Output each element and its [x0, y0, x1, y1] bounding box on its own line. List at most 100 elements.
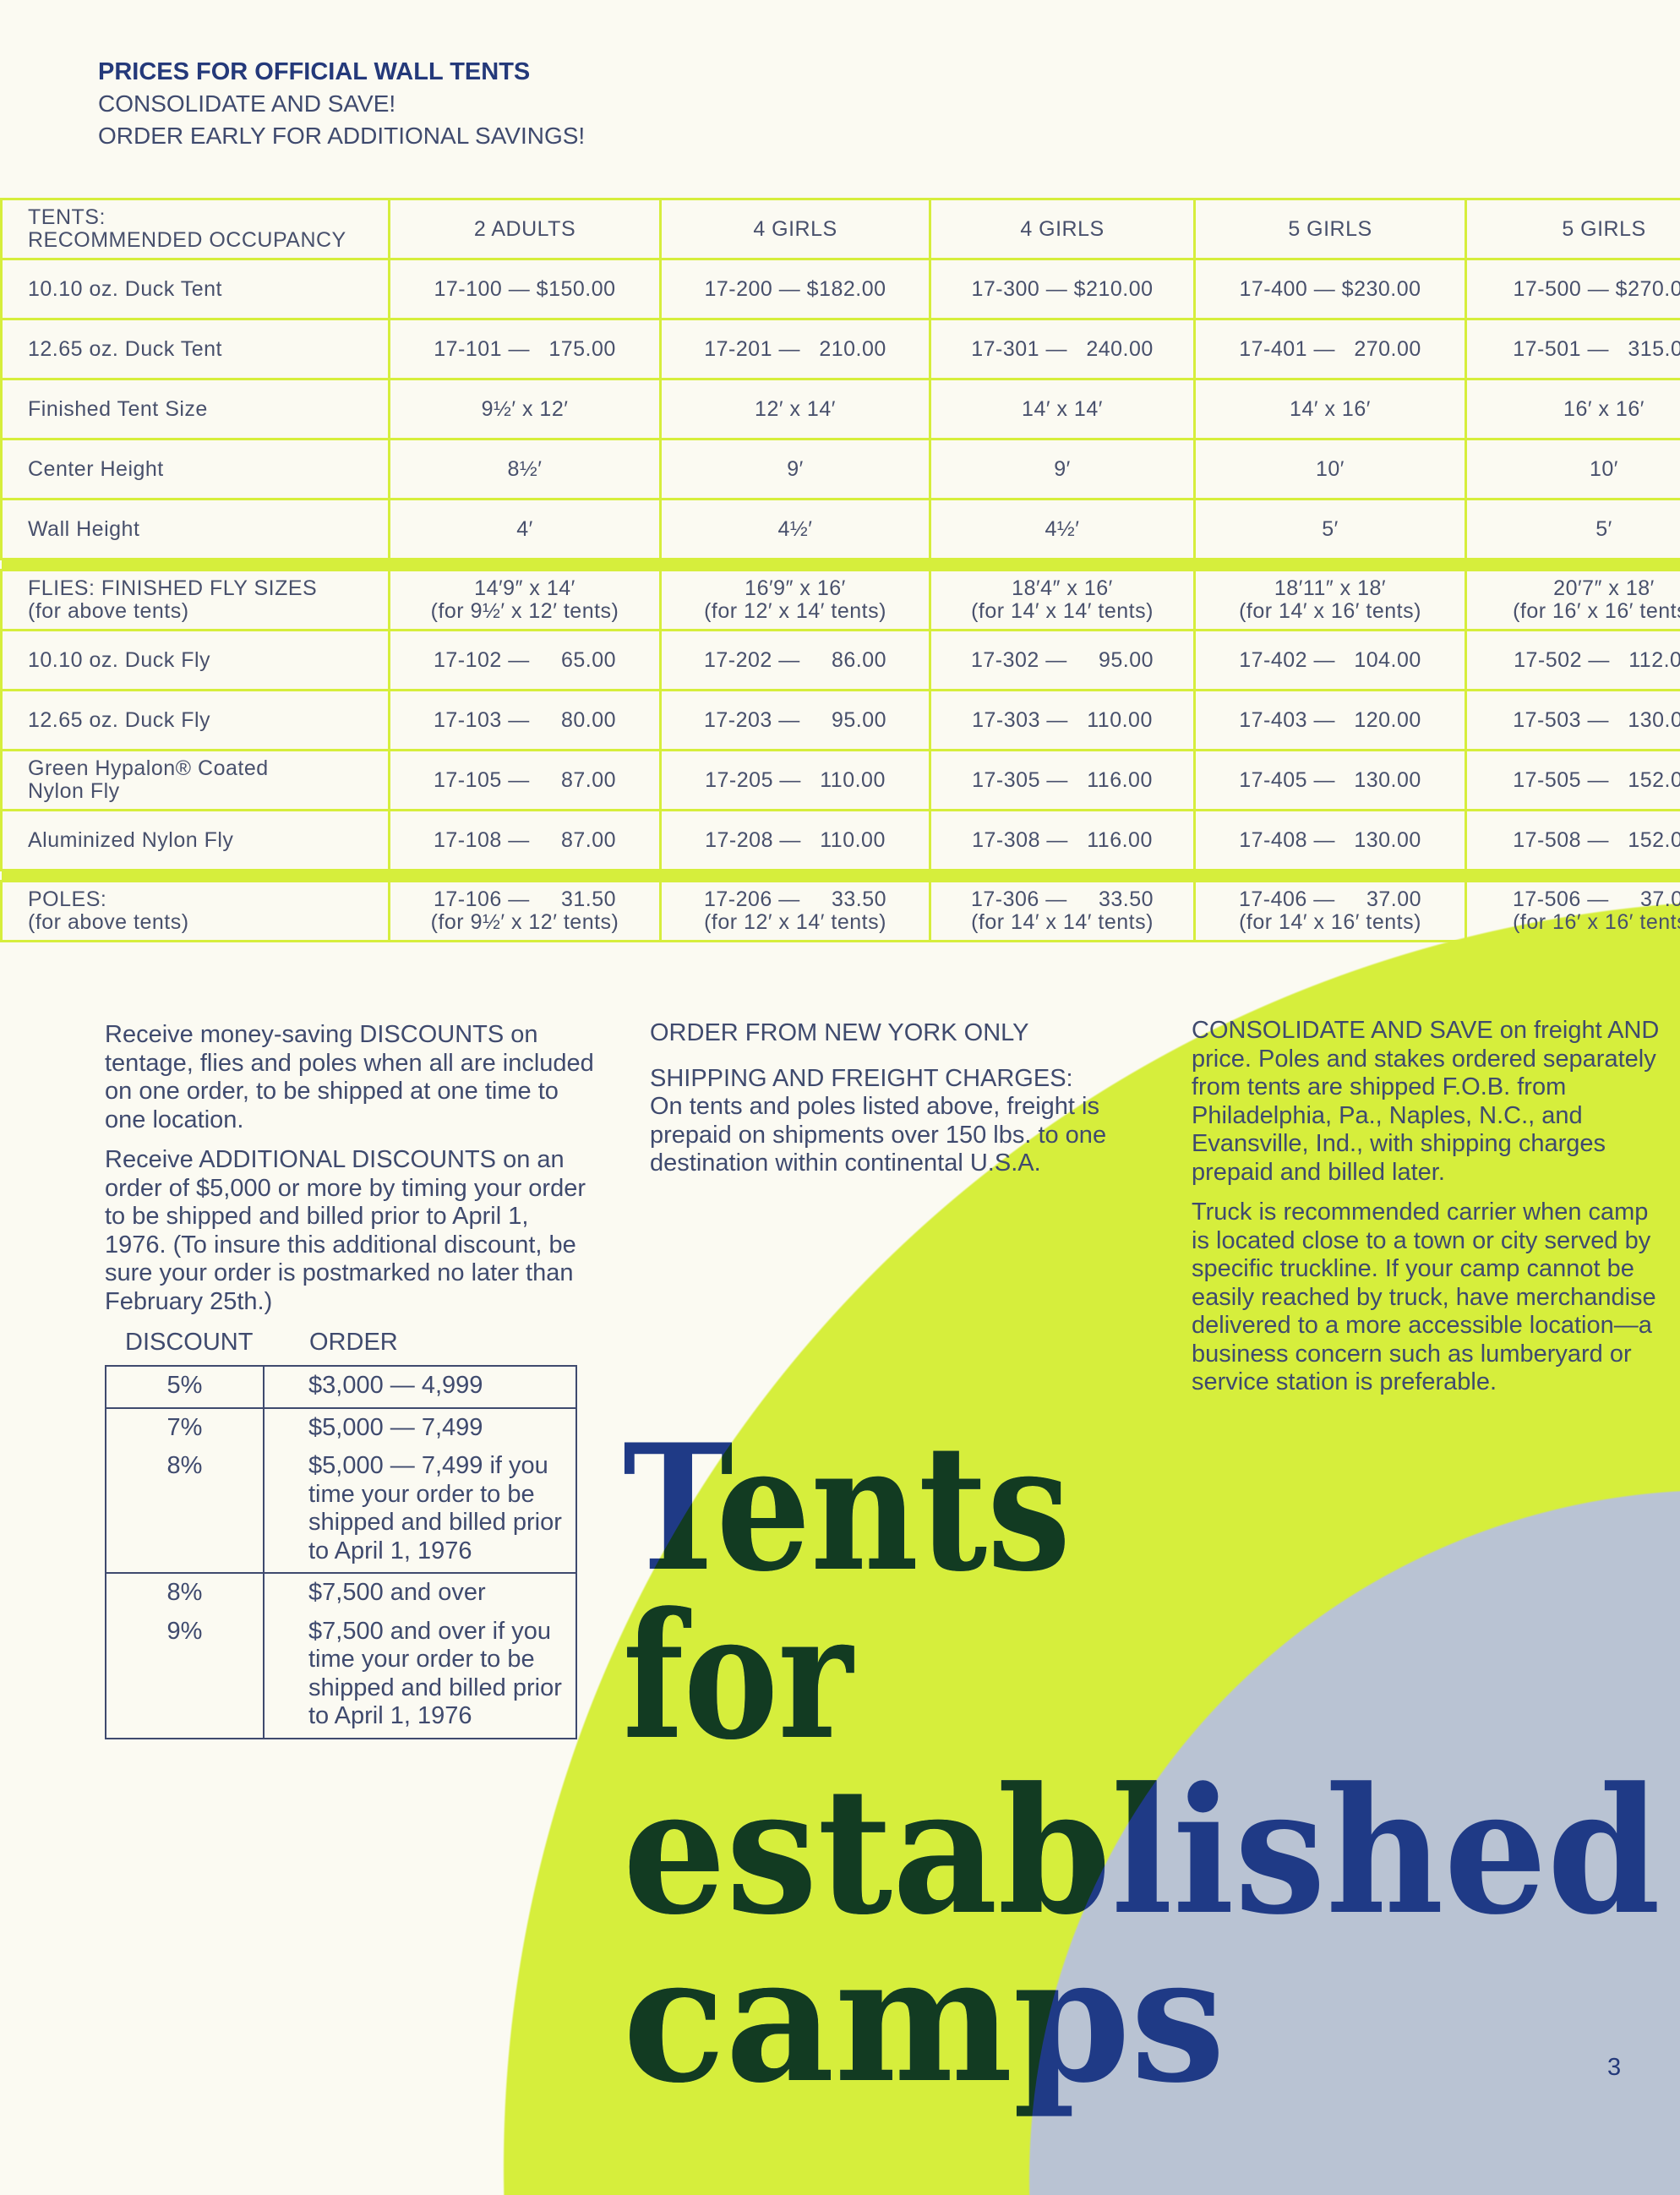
table-cell: 17-305 — 116.00	[929, 749, 1196, 811]
table-cell: 17-502 — 112.00	[1465, 629, 1680, 691]
table-cell: 9′	[929, 438, 1196, 500]
row-label: 10.10 oz. Duck Fly	[0, 629, 390, 691]
shipping-title: SHIPPING AND FREIGHT CHARGES:	[650, 1064, 1073, 1092]
row-label: FLIES: FINISHED FLY SIZES (for above ten…	[0, 569, 390, 631]
headline: Tents for established camps	[623, 1407, 1661, 2121]
row-label: 12.65 oz. Duck Tent	[0, 318, 390, 380]
subtitle-1: CONSOLIDATE AND SAVE!	[98, 90, 396, 117]
table-cell: 17-303 — 110.00	[929, 689, 1196, 751]
discount-value: 8%	[166, 1579, 203, 1606]
table-cell: 5′	[1465, 498, 1680, 560]
price-table: TENTS: RECOMMENDED OCCUPANCY 2 ADULTS 4 GI…	[0, 198, 1680, 942]
table-cell: 17-201 — 210.00	[659, 318, 931, 380]
table-cell: 14′ x 16′	[1193, 378, 1467, 440]
table-cell: 17-108 — 87.00	[388, 809, 662, 871]
table-row: Green Hypalon® Coated Nylon Fly 17-105 — …	[0, 749, 1680, 811]
table-cell: 17-306 — 33.50 (for 14′ x 14′ tents)	[929, 880, 1196, 942]
headline-line-4-overlay: camps	[623, 1919, 1225, 2121]
discount-row: 8% 9% $7,500 and over $7,500 and over if yo…	[105, 1572, 577, 1739]
table-cell: 9′	[659, 438, 931, 500]
table-cell: 4½′	[929, 498, 1196, 560]
table-row: Wall Height 4′ 4½′ 4½′ 5′ 5′	[0, 498, 1680, 560]
headline-line-1: Tents	[623, 1407, 1071, 1610]
table-cell: 4′	[388, 498, 662, 560]
column-header: 14′9″ x 14′ (for 9½′ x 12′ tents)	[388, 569, 662, 631]
table-cell: 17-508 — 152.00	[1465, 809, 1680, 871]
table-cell: 12′ x 14′	[659, 378, 931, 440]
discount-value: 7%	[166, 1413, 203, 1441]
table-cell: 17-405 — 130.00	[1193, 749, 1467, 811]
order-header: ORDER	[309, 1329, 398, 1356]
table-cell: 17-400 — $230.00	[1193, 258, 1467, 320]
truck-paragraph: Truck is recommended carrier when camp i…	[1192, 1199, 1656, 1395]
table-cell: 17-106 — 31.50 (for 9½′ x 12′ tents)	[388, 880, 662, 942]
shipping-text: On tents and poles listed above, freight…	[650, 1093, 1107, 1177]
table-cell: 17-200 — $182.00	[659, 258, 931, 320]
table-cell: 17-206 — 33.50 (for 12′ x 14′ tents)	[659, 880, 931, 942]
table-cell: 17-205 — 110.00	[659, 749, 931, 811]
discount-info: Receive money-saving DISCOUNTS on tentag…	[105, 1021, 595, 1328]
consolidate-paragraph: CONSOLIDATE AND SAVE on freight AND pric…	[1192, 1017, 1660, 1186]
section-divider	[1, 559, 1680, 571]
headline-green-overlay: Tents for established camps	[623, 1407, 1661, 2121]
table-cell: 8½′	[388, 438, 662, 500]
table-row: POLES: (for above tents) 17-106 — 31.50 (…	[0, 880, 1680, 942]
row-label: Aluminized Nylon Fly	[0, 809, 390, 871]
table-row: 10.10 oz. Duck Fly 17-102 — 65.00 17-202 —…	[0, 629, 1680, 691]
order-range: $3,000 — 4,999	[308, 1372, 483, 1399]
table-row: Aluminized Nylon Fly 17-108 — 87.00 17-208…	[0, 809, 1680, 871]
section-divider	[1, 870, 1680, 882]
table-cell: 17-301 — 240.00	[929, 318, 1196, 380]
table-cell: 17-300 — $210.00	[929, 258, 1196, 320]
order-range: $7,500 and over if you time your order t…	[308, 1617, 562, 1730]
table-cell: 17-500 — $270.00	[1465, 258, 1680, 320]
table-cell: 5′	[1193, 498, 1467, 560]
page-header: PRICES FOR OFFICIAL WALL TENTS CONSOLIDA…	[98, 56, 585, 152]
discount-value: 8%	[166, 1452, 203, 1479]
table-cell: 17-208 — 110.00	[659, 809, 931, 871]
shipping-info: ORDER FROM NEW YORK ONLY SHIPPING AND FR…	[650, 1019, 1140, 1178]
column-header: 2 ADULTS	[388, 198, 662, 260]
discount-row: 5% $3,000 — 4,999	[105, 1365, 577, 1409]
table-cell: 17-202 — 86.00	[659, 629, 931, 691]
table-row: 12.65 oz. Duck Fly 17-103 — 80.00 17-203 —…	[0, 689, 1680, 751]
discount-value: 9%	[166, 1617, 203, 1645]
table-cell: 17-408 — 130.00	[1193, 809, 1467, 871]
table-cell: 17-302 — 95.00	[929, 629, 1196, 691]
discount-value: 5%	[166, 1372, 203, 1399]
consolidate-info: CONSOLIDATE AND SAVE on freight AND pric…	[1192, 1017, 1665, 1409]
table-cell: 4½′	[659, 498, 931, 560]
order-range: $7,500 and over	[308, 1579, 486, 1606]
discount-row: 7% 8% $5,000 — 7,499 $5,000 — 7,499 if you …	[105, 1406, 577, 1574]
row-label: 12.65 oz. Duck Fly	[0, 689, 390, 751]
discount-table: 5% $3,000 — 4,999 7% 8% $5,000 — 7,499 $5,000…	[105, 1365, 577, 1739]
headline-line-1-overlay: Tents	[623, 1407, 1071, 1610]
table-cell: 17-203 — 95.00	[659, 689, 931, 751]
column-header: 5 GIRLS	[1193, 198, 1467, 260]
table-cell: 17-401 — 270.00	[1193, 318, 1467, 380]
table-cell: 17-103 — 80.00	[388, 689, 662, 751]
column-header: 20′7″ x 18′ (for 16′ x 16′ tents)	[1465, 569, 1680, 631]
headline-line-4: camps	[623, 1919, 1225, 2121]
table-cell: 17-403 — 120.00	[1193, 689, 1467, 751]
table-cell: 17-505 — 152.00	[1465, 749, 1680, 811]
table-row: 12.65 oz. Duck Tent 17-101 — 175.00 17-201…	[0, 318, 1680, 380]
row-label: Finished Tent Size	[0, 378, 390, 440]
table-cell: 14′ x 14′	[929, 378, 1196, 440]
page-title: PRICES FOR OFFICIAL WALL TENTS	[98, 58, 531, 85]
discount-header: DISCOUNT	[125, 1329, 254, 1356]
table-cell: 17-100 — $150.00	[388, 258, 662, 320]
table-cell: 16′ x 16′	[1465, 378, 1680, 440]
row-label: 10.10 oz. Duck Tent	[0, 258, 390, 320]
subtitle-2: ORDER EARLY FOR ADDITIONAL SAVINGS!	[98, 123, 586, 149]
row-label: Center Height	[0, 438, 390, 500]
column-header: 16′9″ x 16′ (for 12′ x 14′ tents)	[659, 569, 931, 631]
table-cell: 17-501 — 315.00	[1465, 318, 1680, 380]
table-row: 10.10 oz. Duck Tent 17-100 — $150.00 17-20…	[0, 258, 1680, 320]
row-label: Green Hypalon® Coated Nylon Fly	[0, 749, 390, 811]
discount-paragraph-1: Receive money-saving DISCOUNTS on tentag…	[105, 1021, 594, 1133]
table-cell: 17-506 — 37.00 (for 16′ x 16′ tents)	[1465, 880, 1680, 942]
table-row: Finished Tent Size 9½′ x 12′ 12′ x 14′ 14′ …	[0, 378, 1680, 440]
table-cell: 17-101 — 175.00	[388, 318, 662, 380]
